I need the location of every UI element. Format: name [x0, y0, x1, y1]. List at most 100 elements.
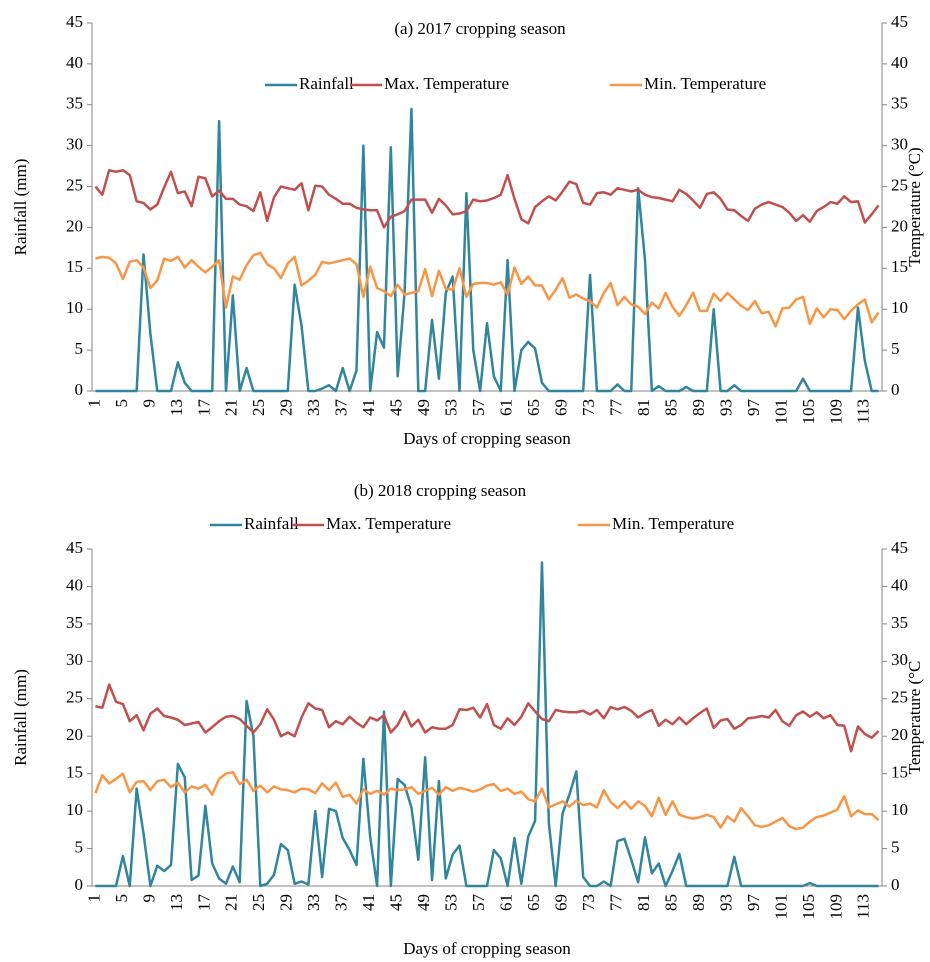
- x-tick-label: 53: [442, 894, 461, 911]
- y2-tick-label: 20: [891, 725, 908, 744]
- y2-tick-label: 5: [891, 339, 900, 358]
- y-tick-label: 25: [66, 175, 83, 194]
- y-tick-label: 40: [66, 575, 83, 594]
- x-tick-label: 57: [469, 894, 488, 912]
- y2-tick-label: 10: [891, 298, 908, 317]
- x-tick-label: 109: [826, 399, 845, 425]
- x-tick-label: 1: [84, 894, 103, 903]
- y-tick-label: 0: [75, 875, 84, 894]
- x-tick-label: 81: [634, 894, 653, 911]
- y-tick-label: 5: [75, 339, 84, 358]
- x-tick-label: 73: [579, 894, 598, 911]
- x-tick-label: 5: [112, 399, 131, 408]
- y2-tick-label: 0: [891, 380, 900, 399]
- y-tick-label: 10: [66, 800, 83, 819]
- x-tick-label: 37: [332, 399, 351, 417]
- x-tick-label: 69: [551, 399, 570, 416]
- x-tick-label: 17: [194, 894, 213, 912]
- x-tick-label: 65: [524, 399, 543, 416]
- y-tick-label: 15: [66, 763, 83, 782]
- x-tick-label: 101: [771, 399, 790, 425]
- y2-tick-label: 40: [891, 53, 908, 72]
- x-tick-label: 105: [799, 399, 818, 425]
- y-tick-label: 45: [66, 12, 83, 31]
- x-tick-label: 101: [771, 894, 790, 920]
- y2-tick-label: 30: [891, 135, 908, 154]
- y-axis-label: Rainfall (mm): [11, 159, 30, 256]
- x-tick-label: 49: [414, 399, 433, 416]
- legend-label: Max. Temperature: [326, 514, 451, 533]
- y2-tick-label: 30: [891, 650, 908, 669]
- y-tick-label: 40: [66, 53, 83, 72]
- x-tick-label: 5: [112, 894, 131, 903]
- x-tick-label: 17: [194, 399, 213, 417]
- y-tick-label: 45: [66, 538, 83, 557]
- y2-tick-label: 45: [891, 12, 908, 31]
- y2-tick-label: 25: [891, 175, 908, 194]
- y2-tick-label: 5: [891, 837, 900, 856]
- x-tick-label: 61: [497, 894, 516, 911]
- x-tick-label: 69: [551, 894, 570, 911]
- y2-tick-label: 15: [891, 257, 908, 276]
- y2-tick-label: 20: [891, 216, 908, 235]
- y2-tick-label: 40: [891, 575, 908, 594]
- y2-tick-label: 25: [891, 688, 908, 707]
- x-tick-label: 93: [716, 894, 735, 911]
- x-tick-label: 25: [249, 894, 268, 911]
- y2-tick-label: 0: [891, 875, 900, 894]
- x-tick-label: 57: [469, 399, 488, 417]
- legend-label: Max. Temperature: [384, 74, 509, 93]
- x-tick-label: 65: [524, 894, 543, 911]
- x-tick-label: 25: [249, 399, 268, 416]
- legend-label: Min. Temperature: [612, 514, 734, 533]
- y-tick-label: 35: [66, 613, 83, 632]
- x-tick-label: 85: [661, 894, 680, 911]
- y2-tick-label: 10: [891, 800, 908, 819]
- x-tick-label: 113: [854, 894, 873, 919]
- legend-label: Min. Temperature: [644, 74, 766, 93]
- x-tick-label: 109: [826, 894, 845, 920]
- x-axis-label: Days of cropping season: [403, 429, 571, 448]
- x-tick-label: 9: [139, 399, 158, 408]
- y-tick-label: 0: [75, 380, 84, 399]
- x-tick-label: 97: [744, 894, 763, 912]
- x-tick-label: 9: [139, 894, 158, 903]
- legend-label: Rainfall: [299, 74, 354, 93]
- x-tick-label: 89: [689, 894, 708, 911]
- y-tick-label: 25: [66, 688, 83, 707]
- y2-tick-label: 35: [891, 94, 908, 113]
- y-tick-label: 5: [75, 837, 84, 856]
- x-tick-label: 33: [304, 399, 323, 416]
- x-tick-label: 45: [387, 894, 406, 911]
- x-tick-label: 21: [222, 894, 241, 911]
- x-tick-label: 13: [167, 399, 186, 416]
- x-tick-label: 113: [854, 399, 873, 424]
- y-tick-label: 10: [66, 298, 83, 317]
- x-tick-label: 29: [277, 894, 296, 911]
- chart: (a) 2017 cropping season0510152025303540…: [11, 12, 924, 448]
- y-tick-label: 30: [66, 650, 83, 669]
- y2-tick-label: 35: [891, 613, 908, 632]
- chart-title: (a) 2017 cropping season: [394, 19, 566, 38]
- x-tick-label: 61: [497, 399, 516, 416]
- x-tick-label: 33: [304, 894, 323, 911]
- x-tick-label: 49: [414, 894, 433, 911]
- x-tick-label: 89: [689, 399, 708, 416]
- series-line: [94, 770, 880, 831]
- x-tick-label: 77: [606, 399, 625, 417]
- series-line: [95, 251, 880, 328]
- x-axis-label: Days of cropping season: [403, 939, 571, 958]
- x-tick-label: 13: [167, 894, 186, 911]
- y-tick-label: 15: [66, 257, 83, 276]
- y2-tick-label: 45: [891, 538, 908, 557]
- y-tick-label: 20: [66, 216, 83, 235]
- x-tick-label: 105: [799, 894, 818, 920]
- x-tick-label: 93: [716, 399, 735, 416]
- x-tick-label: 73: [579, 399, 598, 416]
- y-tick-label: 20: [66, 725, 83, 744]
- x-tick-label: 41: [359, 399, 378, 416]
- chart: (b) 2018 cropping season0510152025303540…: [11, 481, 924, 958]
- x-tick-label: 21: [222, 399, 241, 416]
- series-line: [95, 561, 879, 888]
- series-line: [94, 168, 880, 229]
